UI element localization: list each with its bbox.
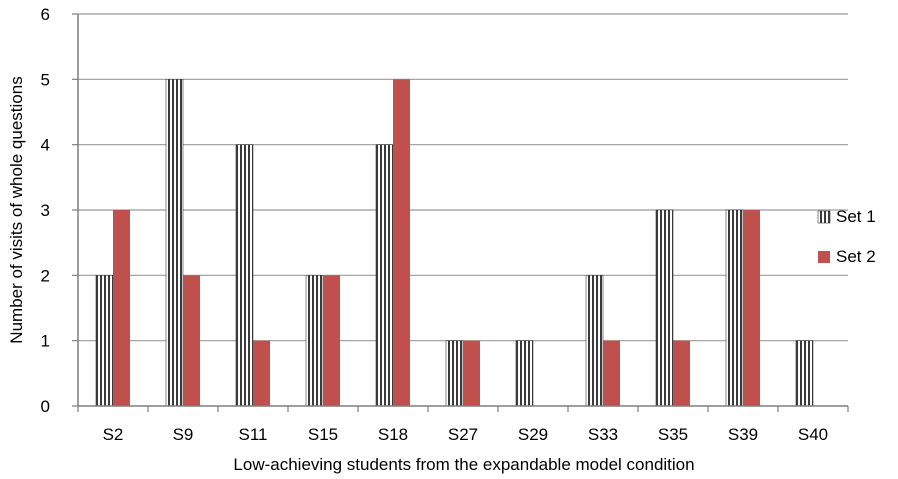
bars (95, 79, 814, 407)
bar-set-2-s18 (393, 79, 410, 406)
y-tick-label: 2 (41, 266, 50, 285)
legend: Set 1 Set 2 (817, 207, 876, 266)
bar-set-1-s40 (795, 340, 814, 407)
x-tick-label: S29 (518, 425, 548, 444)
y-tick-label: 5 (41, 70, 50, 89)
y-tick-label: 3 (41, 201, 50, 220)
bar-set-2-s9 (183, 275, 200, 406)
legend-swatch (817, 210, 831, 224)
x-tick-label: S11 (239, 425, 268, 444)
bar-set-1-s29 (515, 340, 534, 407)
y-tick-labels: 0 1 2 3 4 5 6 (41, 5, 50, 416)
bar-set-1-s33 (585, 275, 604, 407)
bar-set-2-s33 (603, 340, 620, 406)
bar-set-1-s27 (445, 340, 464, 407)
bar-set-1-s39 (725, 209, 744, 407)
x-tick-label: S40 (798, 425, 828, 444)
x-tick-label: S15 (308, 425, 338, 444)
bar-set-1-s11 (235, 144, 254, 407)
bar-set-1-s18 (375, 144, 394, 407)
legend-label: Set 2 (836, 247, 876, 266)
gridlines (78, 13, 848, 342)
x-tick-label: S2 (103, 425, 124, 444)
bar-set-1-s35 (655, 209, 674, 407)
bar-set-1-s2 (95, 275, 114, 407)
axes (72, 13, 849, 412)
bar-set-2-s27 (463, 340, 480, 406)
x-tick-label: S35 (658, 425, 688, 444)
bar-set-1-s9 (165, 79, 184, 407)
y-tick-label: 0 (41, 397, 50, 416)
legend-swatch (818, 251, 830, 263)
y-tick-label: 4 (41, 136, 50, 155)
bar-set-2-s35 (673, 340, 690, 406)
bar-set-2-s39 (743, 210, 760, 406)
x-tick-label: S39 (728, 425, 758, 444)
x-tick-labels: S2 S9 S11 S15 S18 S27 S29 S33 S35 S39 S40 (103, 425, 829, 444)
legend-label: Set 1 (836, 207, 876, 226)
x-tick-label: S33 (588, 425, 618, 444)
x-tick-label: S27 (448, 425, 478, 444)
x-tick-label: S18 (378, 425, 408, 444)
bar-set-2-s2 (113, 210, 130, 406)
bar-set-1-s15 (305, 275, 324, 407)
x-tick-label: S9 (173, 425, 194, 444)
x-axis-title: Low-achieving students from the expandab… (233, 455, 694, 474)
y-tick-label: 1 (41, 332, 50, 351)
bar-set-2-s11 (253, 340, 270, 406)
bar-set-2-s15 (323, 275, 340, 406)
y-axis-title: Number of visits of whole questions (7, 76, 26, 343)
y-tick-label: 6 (41, 5, 50, 24)
